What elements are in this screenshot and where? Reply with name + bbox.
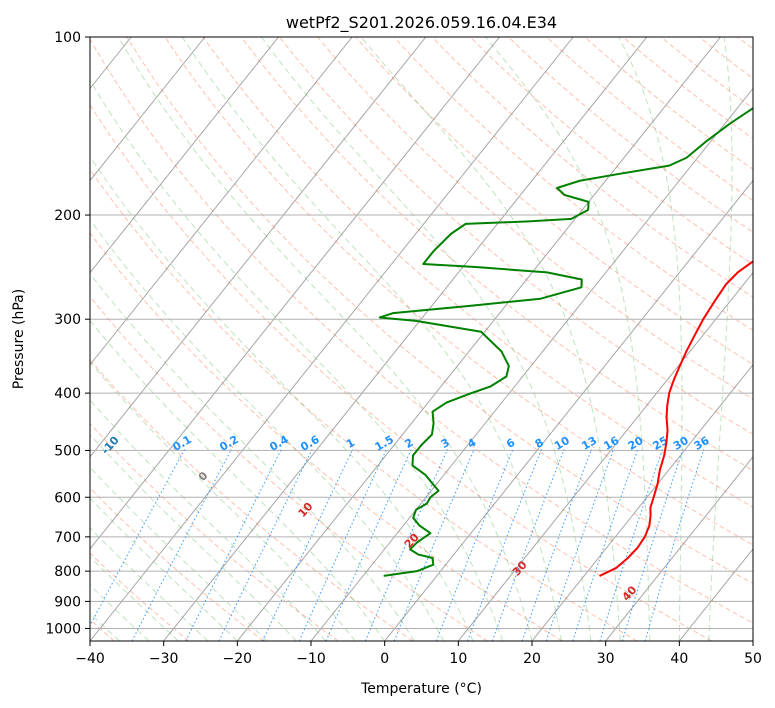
dry-adiabat-line: [90, 104, 712, 641]
y-axis: 100 200 300 400 500 600 700 800 900 1000: [45, 30, 90, 637]
dry-adiabat-line: [202, 37, 753, 508]
mixing-ratio-line: [599, 449, 663, 641]
moist-adiabat-line: [117, 37, 533, 641]
moist-adiabat-line: [618, 37, 683, 641]
y-axis-label: Pressure (hPa): [11, 289, 27, 389]
mixing-ratio-line: [435, 449, 514, 641]
moist-adiabat-line: [90, 79, 504, 641]
dry-adiabat-line: [164, 37, 753, 546]
x-tick-label: 20: [523, 651, 541, 667]
plot-frame: [89, 36, 754, 642]
y-tick-label: 500: [54, 443, 81, 459]
dry-adiabat-line: [90, 487, 264, 641]
chart-title: wetPf2_S201.2026.059.16.04.E34: [286, 13, 557, 33]
isotherm-line: [90, 37, 279, 274]
isotherms: [90, 37, 753, 641]
dry-adiabat-line: [90, 168, 638, 641]
x-tick-label: 0: [380, 651, 389, 667]
isotherm-line: [457, 271, 753, 641]
moist-adiabat-line: [90, 466, 268, 641]
isotherm-line: [90, 37, 206, 182]
isotherm-line: [90, 37, 353, 366]
sounding-series-line: [378, 106, 753, 577]
isotherm-line: [163, 37, 648, 641]
x-tick-label: 10: [449, 651, 467, 667]
x-axis: −40 −30 −20 −10 0 10 20 30 40 50: [75, 641, 762, 667]
moist-adiabat-line: [90, 155, 474, 641]
y-tick-label: 400: [54, 386, 81, 402]
mixing-ratio-line: [491, 449, 565, 641]
mixing-ratio-line: [621, 449, 684, 641]
dry-adiabat-line: [469, 37, 753, 266]
moist-adiabat-line: [90, 556, 179, 641]
isotherm-line: [605, 456, 753, 641]
y-tick-label: 200: [54, 208, 81, 224]
mixing-ratio-line: [185, 449, 282, 641]
mixing-ratio-line: [467, 449, 542, 641]
dry-adiabat-line: [317, 37, 753, 400]
plot-area: -100-90-80-70-60-50-40-30-20-10010203040…: [90, 37, 753, 641]
x-axis-label: Temperature (°C): [360, 681, 482, 697]
x-tick-label: −30: [149, 651, 179, 667]
moist-adiabat-line: [90, 218, 445, 641]
isotherm-line: [236, 37, 721, 641]
moist-adiabat-line: [90, 584, 150, 641]
moist-adiabat-line: [181, 37, 562, 641]
y-tick-label: 1000: [45, 621, 81, 637]
y-tick-label: 900: [54, 594, 81, 610]
x-tick-label: −20: [223, 651, 253, 667]
mixing-ratio-line: [364, 449, 448, 641]
mixing-ratio-line: [325, 449, 412, 641]
moist-adiabat-line: [90, 527, 209, 641]
mixing-ratio-line: [521, 449, 592, 641]
isotherm-line: [90, 37, 574, 641]
mixing-ratio-line: [644, 449, 705, 641]
isotherm-line: [90, 37, 427, 458]
x-tick-label: 50: [744, 651, 762, 667]
dry-adiabat-line: [279, 37, 753, 436]
dry-adiabats: [90, 37, 753, 641]
mixing-ratio-line: [218, 449, 313, 641]
moist-adiabat-line: [261, 37, 592, 641]
x-tick-label: −10: [296, 651, 326, 667]
moist-adiabat-line: [484, 37, 651, 641]
isotherm-line: [90, 37, 500, 550]
y-tick-label: 700: [54, 530, 81, 546]
pressure-gridlines: [90, 37, 753, 629]
y-tick-label: 100: [54, 30, 81, 46]
moist-adiabat-line: [90, 361, 356, 641]
dry-adiabat-line: [622, 37, 753, 140]
moist-adiabat-line: [360, 37, 621, 641]
dry-adiabat-line: [90, 232, 563, 641]
isotherm-line: [310, 87, 753, 641]
x-tick-label: 30: [597, 651, 615, 667]
y-tick-label: 800: [54, 564, 81, 580]
y-tick-label: 300: [54, 312, 81, 328]
dry-adiabat-line: [90, 38, 753, 624]
isotherm-line: [531, 363, 753, 641]
dry-adiabat-line: [90, 359, 414, 641]
dry-adiabat-line: [90, 295, 488, 641]
dry-adiabat-line: [546, 37, 753, 202]
dry-adiabat-line: [90, 422, 339, 641]
x-tick-label: −40: [75, 651, 105, 667]
dry-adiabat-line: [126, 37, 753, 585]
mixing-ratio-line: [545, 449, 615, 641]
dry-adiabat-line: [393, 37, 753, 332]
mixing-ratio-lines: [90, 449, 705, 641]
y-tick-label: 600: [54, 490, 81, 506]
moist-adiabat-line: [90, 319, 386, 641]
x-tick-label: 40: [670, 651, 688, 667]
sounding-series-line: [599, 260, 753, 577]
sounding-series: [378, 106, 753, 577]
moist-adiabat-line: [90, 434, 297, 641]
mixing-ratio-line: [572, 449, 639, 641]
moist-adiabat-line: [90, 497, 238, 641]
isotherm-line: [384, 179, 753, 641]
